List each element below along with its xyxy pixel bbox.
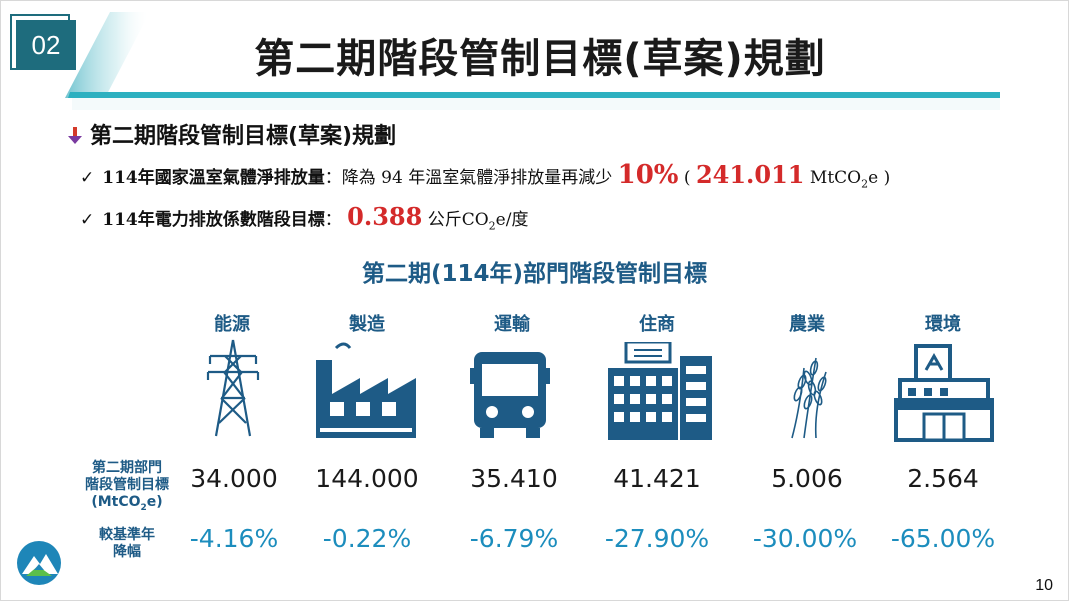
national-target-line: ✓ 114年國家溫室氣體淨排放量：降為 94 年溫室氣體淨排放量再減少 10% (… <box>80 160 891 191</box>
recycling-facility-icon <box>894 344 994 442</box>
wheat-icon <box>791 357 827 439</box>
reduction-value: -0.22% <box>322 524 412 553</box>
target-value: 34.000 <box>190 464 278 493</box>
reduction-percent: 10% <box>617 160 679 190</box>
epa-logo <box>17 541 61 585</box>
bullet-arrow-icon <box>68 127 82 144</box>
sector-transport: 運輸 <box>452 310 572 336</box>
power-factor-line: ✓ 114年電力排放係數階段目標： 0.388 公斤CO2e/度 <box>80 202 529 233</box>
reduction-row-label: 較基準年 降幅 <box>99 527 155 560</box>
reduction-value: -6.79% <box>469 524 559 553</box>
slide-title: 第二期階段管制目標(草案)規劃 <box>254 36 826 82</box>
main-bullet: 第二期階段管制目標(草案)規劃 <box>68 118 396 150</box>
sector-residential-commercial: 住商 <box>597 310 717 336</box>
target-row-label: 第二期部門 階段管制目標 (MtCO2e) <box>85 460 169 513</box>
target-value: 41.421 <box>613 464 701 493</box>
sector-environment: 環境 <box>883 310 1003 336</box>
page-number: 10 <box>1035 577 1053 594</box>
sector-label: 環境 <box>925 314 961 335</box>
sector-label: 住商 <box>639 314 675 335</box>
check-icon: ✓ <box>80 168 95 188</box>
sector-table-heading: 第二期(114年)部門階段管制目標 <box>361 261 708 287</box>
check-icon: ✓ <box>80 210 95 230</box>
header-decoration <box>65 12 1000 110</box>
power-factor-value: 0.388 <box>347 202 423 231</box>
reduction-value: -65.00% <box>890 524 996 553</box>
national-target-label: 114年國家溫室氣體淨排放量 <box>102 168 325 188</box>
sector-label: 製造 <box>349 314 385 335</box>
sector-label: 能源 <box>214 314 250 335</box>
reduction-value: -4.16% <box>189 524 279 553</box>
sector-agriculture: 農業 <box>747 310 867 336</box>
power-factor-label: 114年電力排放係數階段目標 <box>102 210 325 230</box>
target-value: 2.564 <box>907 464 979 493</box>
national-target-text: 降為 94 年溫室氣體淨排放量再減少 <box>341 168 613 188</box>
power-tower-icon <box>206 339 260 437</box>
main-bullet-text: 第二期階段管制目標(草案)規劃 <box>90 124 397 149</box>
net-emission-amount: 241.011 <box>695 160 805 189</box>
bus-icon <box>470 352 550 438</box>
building-icon <box>608 342 712 440</box>
target-value: 35.410 <box>470 464 558 493</box>
reduction-value: -27.90% <box>604 524 710 553</box>
slide-number: 02 <box>16 20 76 70</box>
sector-manufacturing: 製造 <box>307 310 427 336</box>
target-value: 144.000 <box>315 464 419 493</box>
emission-unit: MtCO2e <box>809 168 879 191</box>
sector-energy: 能源 <box>172 310 292 336</box>
sector-label: 農業 <box>789 314 825 335</box>
target-value: 5.006 <box>771 464 843 493</box>
reduction-value: -30.00% <box>752 524 858 553</box>
sector-label: 運輸 <box>494 314 530 335</box>
power-factor-unit: 公斤CO2e/度 <box>427 210 529 233</box>
factory-icon <box>316 342 416 438</box>
